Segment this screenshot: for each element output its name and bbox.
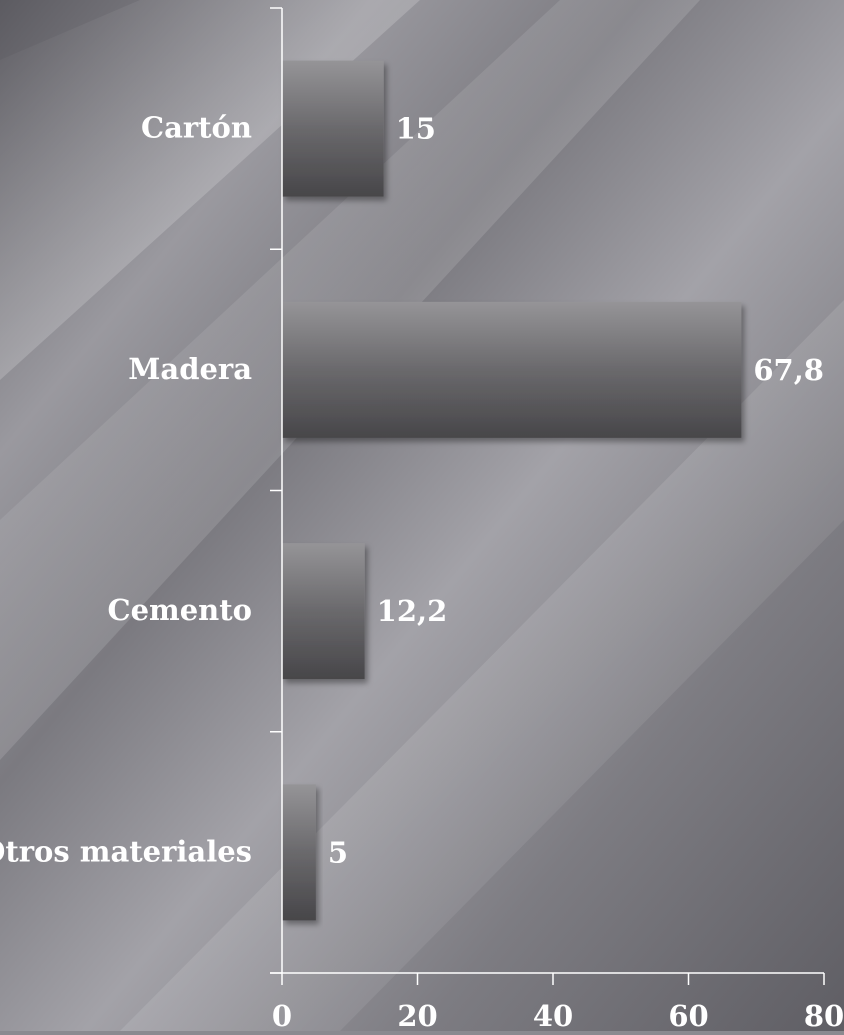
x-tick-label-2: 40: [533, 999, 573, 1031]
data-label-2: 12,2: [377, 594, 448, 628]
data-label-3: 5: [328, 835, 348, 869]
x-tick-label-1: 20: [397, 999, 437, 1031]
category-label-1: Madera: [128, 352, 252, 386]
category-label-2: Cemento: [108, 593, 253, 627]
bars-layer: [282, 60, 742, 921]
data-label-1: 67,8: [753, 353, 824, 387]
bar-0: [282, 60, 384, 197]
labels-layer: Cartón 15 Madera 67,8 Cemento 12,2 Otros mater…: [0, 111, 844, 1033]
bar-1: [282, 301, 742, 438]
x-tick-label-3: 60: [668, 999, 708, 1031]
category-label-0: Cartón: [141, 111, 252, 145]
x-tick-label-0: 0: [272, 999, 292, 1031]
data-label-0: 15: [396, 112, 436, 146]
bar-3: [282, 784, 316, 921]
bar-2: [282, 543, 365, 680]
axes-layer: [270, 7, 825, 985]
x-tick-label-4: 80: [804, 999, 844, 1031]
category-label-3: Otros materiales: [0, 834, 252, 868]
